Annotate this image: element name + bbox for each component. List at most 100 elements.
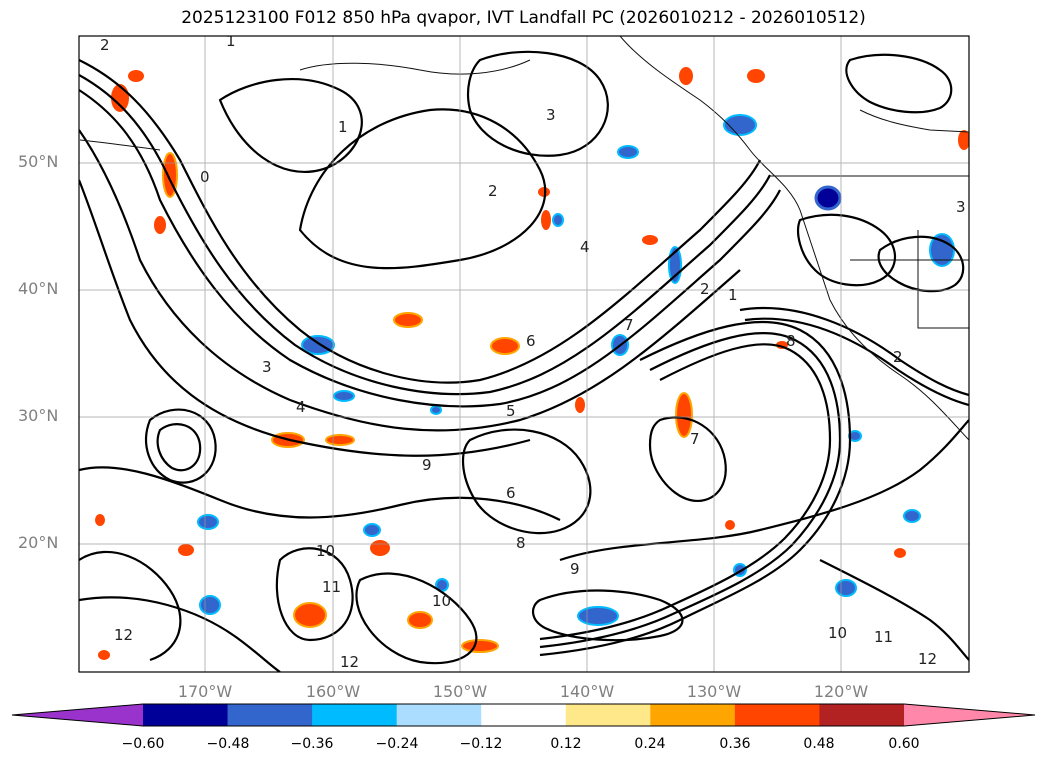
contour-line	[79, 179, 531, 457]
colorbar-tick-label: 0.24	[634, 736, 666, 752]
contour-label: 10	[432, 592, 451, 610]
contour-label: 5	[506, 402, 516, 420]
map-title: 2025123100 F012 850 hPa qvapor, IVT Land…	[181, 8, 866, 28]
colorbar-segment	[143, 704, 229, 726]
contour-label: 3	[956, 198, 966, 216]
negative-anomaly-area	[552, 213, 564, 227]
positive-anomaly-area	[95, 514, 105, 526]
positive-anomaly-area	[679, 67, 693, 85]
contour-line	[156, 423, 202, 472]
contour-label: 0	[200, 168, 210, 186]
negative-anomaly-area	[363, 523, 381, 537]
positive-anomaly-area	[490, 337, 520, 355]
contour-label: 4	[296, 398, 306, 416]
contour-label: 12	[114, 626, 133, 644]
contour-line	[145, 408, 217, 484]
lon-label: 120°W	[813, 682, 869, 701]
colorbar-segment	[396, 704, 482, 726]
lon-label: 170°W	[177, 682, 233, 701]
positive-anomaly-area	[393, 312, 423, 328]
contour-label-layer: 2 1 0 1 3 2 4 6 3 4 2 1 7 8 10 11 12 9 5…	[100, 36, 966, 671]
colorbar-tick-label: 0.48	[803, 736, 835, 752]
positive-anomaly-area	[541, 210, 551, 230]
contour-line	[845, 53, 953, 114]
positive-anomaly-area	[325, 434, 355, 446]
colorbar-extend-low	[12, 704, 143, 726]
lat-label: 50°N	[18, 152, 59, 171]
negative-anomaly-area	[197, 514, 219, 530]
colorbar-segment	[565, 704, 651, 726]
contour-line	[275, 547, 354, 642]
lon-label: 140°W	[559, 682, 615, 701]
map-layers: 2 1 0 1 3 2 4 6 3 4 2 1 7 8 10 11 12 9 5…	[79, 36, 969, 672]
colorbar-tick-label: −0.12	[459, 736, 503, 752]
contour-label: 7	[690, 430, 700, 448]
contour-label: 1	[728, 286, 738, 304]
contour-label: 9	[422, 456, 432, 474]
contour-label: 2	[700, 280, 710, 298]
colorbar-segment	[481, 704, 567, 726]
contour-line	[79, 466, 561, 521]
colorbar-extend-high	[904, 704, 1035, 726]
province-border	[859, 109, 969, 133]
negative-anomaly-area	[929, 233, 955, 267]
positive-anomaly-area	[98, 650, 110, 660]
contour-label: 2	[100, 36, 110, 54]
colorbar-tick-label: −0.48	[206, 736, 250, 752]
positive-anomaly-area	[538, 187, 550, 197]
contour-line	[532, 589, 684, 642]
colorbar-tick-label: 0.60	[888, 736, 920, 752]
negative-anomaly-area	[814, 185, 842, 211]
contour-line	[739, 306, 969, 397]
negative-anomaly-area	[301, 335, 335, 355]
positive-anomaly-area	[747, 69, 765, 83]
positive-anomaly-area	[575, 397, 585, 413]
contour-label: 10	[828, 624, 847, 642]
contour-label: 2	[893, 348, 903, 366]
north-america-coastline	[619, 36, 969, 441]
colorbar-segment	[227, 704, 313, 726]
colorbar-tick-label: 0.12	[550, 736, 582, 752]
contour-label: 6	[526, 332, 536, 350]
contour-label: 12	[918, 650, 937, 668]
positive-anomaly-area	[461, 639, 499, 653]
colorbar-tick-label: −0.36	[290, 736, 334, 752]
positive-anomaly-area	[407, 611, 433, 629]
contour-line	[819, 559, 969, 661]
lon-label: 160°W	[305, 682, 361, 701]
negative-anomaly-area	[617, 145, 639, 159]
contour-label: 2	[488, 182, 498, 200]
negative-anomaly-area	[723, 114, 757, 136]
contour-line	[461, 428, 592, 535]
positive-anomaly-area	[958, 130, 969, 150]
contour-line	[355, 572, 478, 665]
lon-label: 130°W	[686, 682, 742, 701]
colorbar-segment	[734, 704, 820, 726]
contour-label: 11	[874, 628, 893, 646]
contour-label: 6	[506, 484, 516, 502]
contour-line	[744, 317, 969, 407]
contour-line	[539, 343, 832, 641]
state-border	[917, 230, 969, 329]
colorbar-tick-label: −0.24	[375, 736, 419, 752]
positive-anomaly-area	[293, 602, 327, 628]
aleutian-coastline	[79, 139, 161, 151]
lat-label: 40°N	[18, 279, 59, 298]
graticule	[79, 36, 969, 672]
negative-anomaly-area	[577, 606, 619, 626]
positive-anomaly-area	[370, 540, 390, 556]
contour-line	[466, 50, 609, 157]
contour-label: 8	[786, 332, 796, 350]
contour-line	[79, 550, 182, 662]
contour-label: 3	[546, 106, 556, 124]
positive-anomaly-area	[894, 548, 906, 558]
colorbar	[11, 703, 1036, 727]
colorbar-outline	[11, 703, 1036, 727]
negative-anomaly-area	[903, 509, 921, 523]
ivt-contour-layer	[79, 50, 969, 672]
lat-label: 30°N	[18, 406, 59, 425]
contour-line	[79, 596, 281, 672]
colorbar-tick-label: 0.36	[719, 736, 751, 752]
contour-line	[648, 416, 727, 503]
